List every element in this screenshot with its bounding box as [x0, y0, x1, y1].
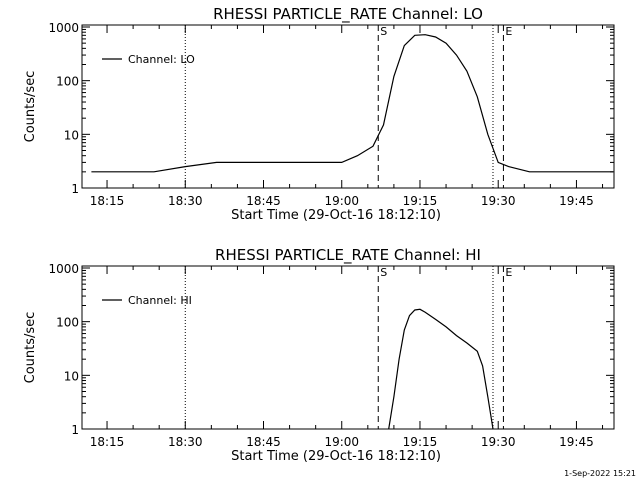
x-tick-label: 19:45: [559, 435, 594, 449]
x-tick-label: 19:15: [403, 435, 438, 449]
y-tick-label: 10: [64, 128, 79, 142]
x-tick-label: 18:30: [168, 194, 203, 208]
x-tick-label: 19:00: [324, 194, 359, 208]
marker-label: E: [505, 25, 512, 38]
series-line: [388, 308, 494, 430]
y-tick-label: 1: [71, 182, 79, 196]
x-tick-label: 18:15: [90, 194, 125, 208]
legend-entry: Channel: LO: [128, 53, 195, 66]
series-line: [91, 34, 613, 173]
panel-lo: RHESSI PARTICLE_RATE Channel: LO 18:15 18:…: [23, 5, 615, 223]
panel-hi: RHESSI PARTICLE_RATE Channel: HI 18:15 18:…: [23, 246, 615, 464]
marker-label: S: [380, 25, 387, 38]
x-tick-label: 18:15: [90, 435, 125, 449]
x-tick-label: 19:30: [481, 435, 516, 449]
x-tick-label: 19:15: [403, 194, 438, 208]
plot-frame: [81, 24, 615, 189]
y-tick-label: 100: [56, 316, 79, 330]
x-axis-label: Start Time (29-Oct-16 18:12:10): [231, 208, 441, 223]
y-axis-label: Counts/sec: [23, 312, 38, 384]
legend-entry: Channel: HI: [128, 294, 192, 307]
y-tick-label: 1000: [48, 21, 79, 35]
plot-frame: [81, 265, 615, 430]
y-tick-label: 1: [71, 423, 79, 437]
x-tick-label: 19:30: [481, 194, 516, 208]
chart-title: RHESSI PARTICLE_RATE Channel: HI: [215, 246, 481, 265]
marker-label: E: [505, 266, 512, 279]
y-axis-label: Counts/sec: [23, 71, 38, 143]
x-tick-label: 18:45: [246, 194, 281, 208]
y-tick-label: 1000: [48, 262, 79, 276]
marker-label: S: [380, 266, 387, 279]
y-tick-label: 10: [64, 369, 79, 383]
chart-title: RHESSI PARTICLE_RATE Channel: LO: [213, 5, 483, 24]
x-tick-label: 19:45: [559, 194, 594, 208]
x-tick-label: 19:00: [324, 435, 359, 449]
x-tick-label: 18:30: [168, 435, 203, 449]
footer-timestamp: 1-Sep-2022 15:21: [564, 469, 636, 478]
y-tick-label: 100: [56, 75, 79, 89]
x-tick-label: 18:45: [246, 435, 281, 449]
x-axis-label: Start Time (29-Oct-16 18:12:10): [231, 449, 441, 464]
